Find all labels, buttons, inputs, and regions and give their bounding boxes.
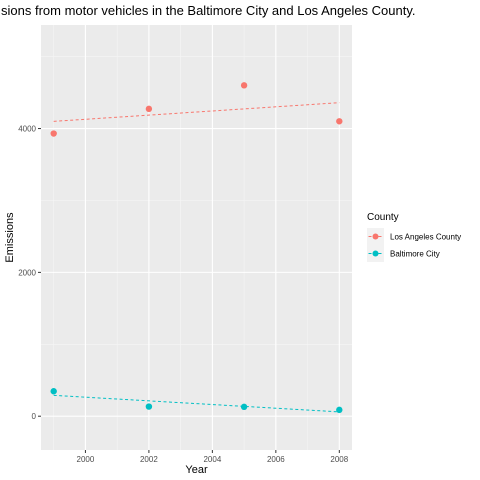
legend-label: Baltimore City	[390, 250, 440, 259]
legend-key-point	[372, 233, 379, 240]
legend-title: County	[367, 212, 399, 223]
y-tick-label: 4000	[18, 125, 36, 134]
x-tick-label: 2008	[330, 455, 348, 464]
legend-label: Los Angeles County	[390, 233, 461, 242]
data-point	[145, 105, 153, 113]
data-points	[50, 82, 343, 414]
x-axis-title: Year	[185, 464, 208, 476]
trend-line	[53, 394, 340, 413]
plot-panel	[41, 25, 352, 450]
data-point	[240, 403, 248, 411]
minor-gridlines	[41, 25, 352, 450]
y-tick-label: 2000	[18, 268, 36, 277]
major-gridlines	[41, 25, 352, 450]
x-tick-label: 2006	[267, 455, 285, 464]
y-axis-title: Emissions	[4, 212, 16, 263]
data-point	[240, 82, 248, 89]
x-tick-label: 2002	[140, 455, 158, 464]
y-tick-label: 0	[32, 412, 37, 421]
data-point	[50, 388, 57, 395]
legend: County Los Angeles County Baltimore City	[367, 212, 461, 262]
legend-key-point	[372, 250, 379, 257]
trend-line	[53, 102, 340, 122]
axes: 2000 2002 2004 2006 2008 0 2000 4000	[18, 125, 349, 464]
data-point	[50, 130, 57, 137]
trend-lines	[53, 102, 340, 413]
data-point	[336, 406, 343, 414]
data-point	[145, 403, 153, 410]
x-tick-label: 2000	[77, 455, 95, 464]
chart-title: sions from motor vehicles in the Baltimo…	[1, 3, 416, 18]
x-tick-label: 2004	[203, 455, 221, 464]
data-point	[336, 118, 343, 125]
